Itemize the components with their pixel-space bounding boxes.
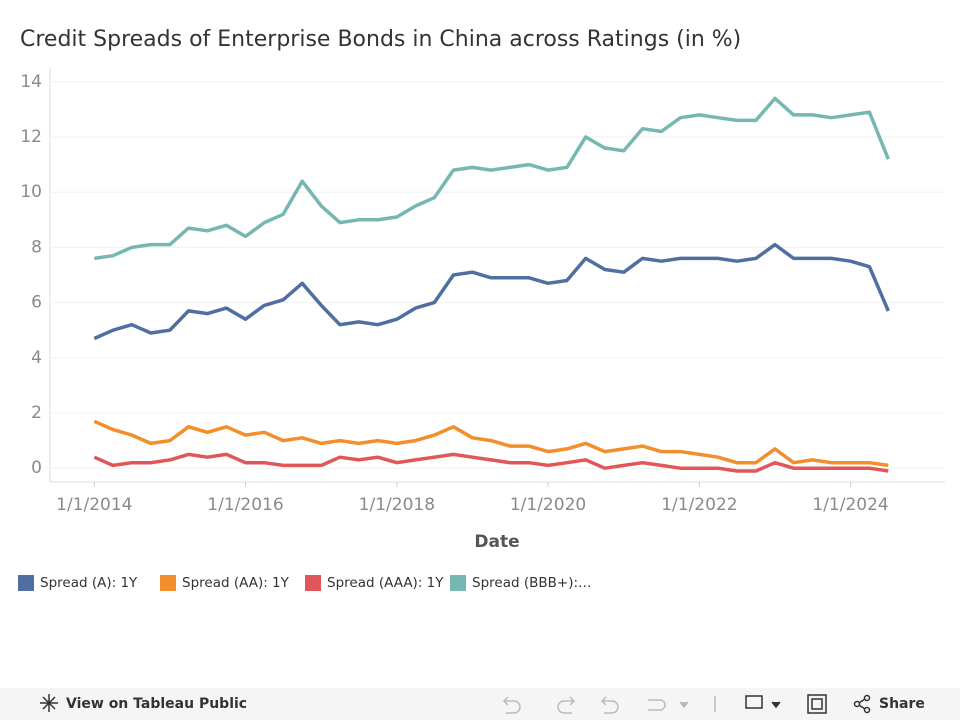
- legend-swatch: [450, 575, 466, 591]
- y-tick-label: 4: [31, 348, 42, 368]
- view-link[interactable]: View on Tableau Public: [66, 696, 247, 712]
- series-line: [93, 242, 890, 341]
- y-tick-label: 6: [31, 293, 42, 313]
- chart-title: Credit Spreads of Enterprise Bonds in Ch…: [20, 27, 741, 52]
- share-button[interactable]: Share: [879, 696, 925, 712]
- legend-label: Spread (AAA): 1Y: [327, 575, 444, 591]
- y-tick-label: 12: [20, 127, 42, 147]
- toolbar-icons[interactable]: [502, 696, 716, 714]
- legend-label: Spread (BBB+):…: [472, 575, 592, 591]
- series-line: [93, 419, 889, 468]
- series-line: [93, 452, 889, 473]
- y-tick-label: 2: [31, 403, 42, 423]
- x-axis-title: Date: [474, 532, 519, 552]
- y-tick-label: 10: [20, 182, 42, 202]
- y-tick-label: 8: [31, 237, 42, 257]
- x-tick-label: 1/1/2016: [207, 495, 283, 515]
- series-line: [94, 96, 890, 261]
- toolbar-bg: [0, 688, 960, 720]
- x-tick-label: 1/1/2020: [510, 495, 586, 515]
- legend-label: Spread (A): 1Y: [40, 575, 138, 591]
- x-tick-label: 1/1/2014: [56, 495, 132, 515]
- y-tick-label: 0: [31, 458, 42, 478]
- y-tick-label: 14: [20, 72, 42, 92]
- x-tick-label: 1/1/2018: [359, 495, 435, 515]
- x-tick-label: 1/1/2022: [661, 495, 737, 515]
- x-tick-label: 1/1/2024: [812, 495, 888, 515]
- tableau-icon[interactable]: [40, 694, 58, 712]
- legend-swatch: [18, 575, 34, 591]
- legend-swatch: [305, 575, 321, 591]
- toolbar-icons-dark[interactable]: [745, 694, 871, 714]
- legend-label: Spread (AA): 1Y: [182, 575, 290, 591]
- legend-swatch: [160, 575, 176, 591]
